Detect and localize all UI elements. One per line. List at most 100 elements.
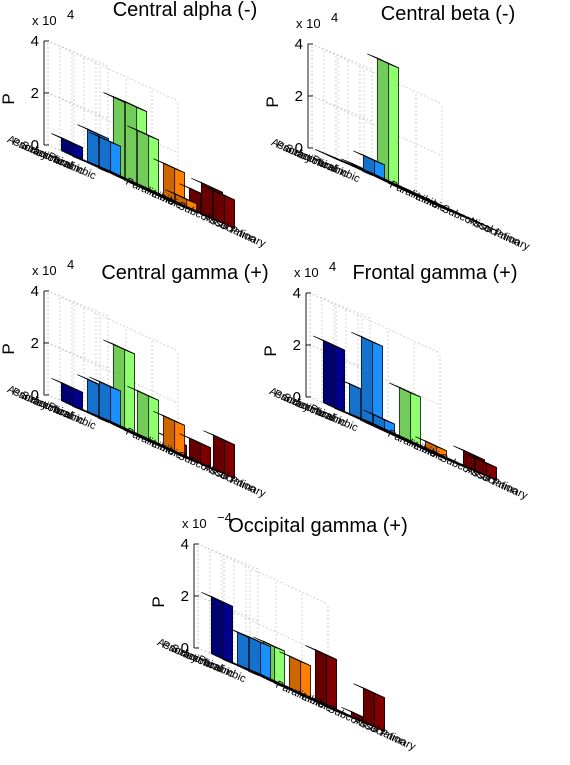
- bar-top: [177, 202, 209, 217]
- scale-exponent: −4: [217, 510, 232, 525]
- y-axis-label: P: [0, 343, 18, 354]
- bar: [203, 185, 235, 230]
- bar-top: [305, 645, 337, 660]
- z-tick-label: 0: [31, 387, 39, 404]
- bar: [465, 453, 497, 482]
- z-tick-label: 0: [31, 137, 39, 154]
- column-label: Primary: [378, 727, 418, 754]
- bar-front: [124, 349, 135, 436]
- bar: [313, 335, 345, 414]
- bar-top: [239, 632, 271, 648]
- chart-title: Frontal gamma (+): [352, 262, 517, 284]
- bar: [153, 410, 185, 458]
- scale-factor-label: x 10: [294, 265, 319, 280]
- bar: [353, 683, 385, 733]
- scale-factor-label: x 10: [32, 263, 57, 278]
- z-tick-label: 0: [295, 140, 303, 157]
- y-axis-label: P: [261, 345, 280, 356]
- column-label: Primary: [228, 474, 268, 501]
- z-tick-label: 2: [31, 85, 39, 102]
- bar-front: [222, 601, 233, 665]
- column-label: Primary: [492, 227, 532, 254]
- bar: [327, 705, 359, 720]
- bar: [439, 454, 471, 469]
- scale-factor-label: x 10: [32, 13, 57, 28]
- z-tick-label: 4: [293, 285, 301, 302]
- bar-top: [279, 651, 311, 667]
- bar-top: [353, 150, 385, 166]
- column-label: Primary: [490, 476, 530, 503]
- bar-top: [167, 199, 199, 214]
- scale-exponent: 4: [331, 10, 338, 25]
- bar-top: [203, 185, 235, 201]
- bar-top: [327, 705, 359, 720]
- bar-top: [453, 445, 485, 461]
- bar: [467, 217, 499, 232]
- bar-top: [103, 339, 135, 355]
- gridline: [47, 290, 179, 352]
- bar-top: [77, 124, 109, 140]
- bar-top: [351, 331, 383, 347]
- bar-top: [51, 133, 83, 148]
- bar-top: [313, 335, 345, 351]
- bar-top: [467, 217, 499, 232]
- bar-top: [201, 591, 233, 607]
- bar-top: [439, 454, 471, 469]
- bar-top: [191, 177, 223, 193]
- chart-title: Occipital gamma (+): [228, 515, 408, 537]
- bar: [167, 449, 199, 464]
- bar-top: [167, 449, 199, 464]
- bar: [127, 125, 159, 196]
- scale-exponent: 4: [329, 259, 336, 274]
- gridline: [47, 40, 179, 102]
- bar: [203, 430, 235, 480]
- bar: [167, 199, 199, 214]
- z-tick-label: 2: [31, 335, 39, 352]
- y-axis-label: P: [263, 96, 282, 107]
- bar: [165, 189, 197, 213]
- y-axis-label: P: [0, 93, 18, 104]
- scale-factor-label: x 10: [296, 16, 321, 31]
- bar: [103, 339, 135, 436]
- z-tick-label: 2: [181, 588, 189, 605]
- bar-top: [465, 453, 497, 468]
- bar-top: [89, 376, 121, 392]
- chart-title: Central gamma (+): [101, 262, 268, 284]
- z-tick-label: 2: [293, 337, 301, 354]
- bar: [389, 382, 421, 448]
- bar-top: [179, 433, 211, 449]
- bar-top: [51, 377, 83, 393]
- z-tick-label: 0: [181, 640, 189, 657]
- bar: [239, 632, 271, 682]
- bar-front: [388, 63, 399, 189]
- bar-top: [127, 125, 159, 141]
- scale-exponent: 4: [67, 7, 74, 22]
- gridline: [197, 543, 329, 605]
- z-tick-label: 0: [293, 389, 301, 406]
- bar: [177, 202, 209, 217]
- chart-title: Central beta (-): [381, 3, 516, 25]
- bar-top: [153, 410, 185, 426]
- z-tick-label: 4: [295, 36, 303, 53]
- z-tick-label: 2: [295, 88, 303, 105]
- bar-top: [253, 636, 285, 652]
- bar: [177, 452, 209, 467]
- scale-exponent: 4: [67, 257, 74, 272]
- bar-top: [353, 683, 385, 699]
- bar-top: [363, 409, 395, 425]
- bar-top: [177, 452, 209, 467]
- column-label: Primary: [228, 224, 268, 251]
- z-tick-label: 4: [31, 33, 39, 50]
- bar-top: [115, 97, 147, 112]
- bar-top: [89, 131, 121, 147]
- bar: [415, 436, 447, 460]
- bar-top: [127, 385, 159, 401]
- bar-top: [203, 430, 235, 446]
- bar-top: [389, 382, 421, 398]
- bar-top: [367, 53, 399, 69]
